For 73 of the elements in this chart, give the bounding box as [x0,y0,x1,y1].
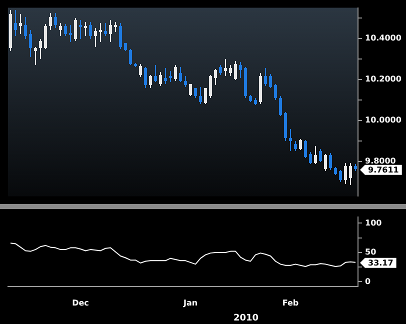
candlestick [149,74,152,88]
candlestick [109,20,112,42]
candlestick [174,64,177,82]
candlestick [24,16,27,40]
x-tick-label: Jan [182,298,198,308]
candlestick [294,140,297,152]
y-tick-label: 0 [365,276,371,286]
y-tick-label: 10.4000 [365,34,402,43]
candlestick [304,140,307,158]
y-tick-label: 50 [365,248,377,257]
candlestick [34,46,37,66]
candlestick [114,22,117,32]
candlestick [204,88,207,104]
y-tick-label: 10.0000 [365,116,402,125]
candlestick [279,96,282,116]
candlestick [299,138,302,150]
candlestick [139,64,142,78]
candlestick [169,70,172,82]
candlestick [179,66,182,82]
candlestick [79,20,82,40]
candlestick [159,72,162,86]
y-tick-label: 9.8000 [365,156,396,166]
candlestick [209,74,212,98]
candlestick [234,60,237,80]
candlestick [14,10,17,36]
candlestick [144,66,147,88]
x-tick-label: Feb [282,298,299,308]
candlestick [119,22,122,50]
candlestick [349,162,352,186]
candlestick [189,84,192,96]
candlestick [154,64,157,82]
candlestick [319,148,322,162]
candlestick [194,88,197,98]
x-tick-label: Dec [72,298,90,308]
candlestick [19,14,22,34]
candlestick [104,22,107,36]
candlestick [99,22,102,42]
y-tick-label: 10.2000 [365,74,402,84]
candlestick [74,18,77,42]
candlestick [224,58,227,76]
candlestick [164,68,167,84]
y-tick-label: 100 [365,218,382,228]
candlestick [339,170,342,182]
candlestick [49,12,52,30]
candlestick [184,76,187,88]
candlestick [344,162,347,184]
candlestick [264,68,267,86]
candlestick [84,22,87,36]
candlestick [54,12,57,28]
candlestick [39,38,42,60]
candlestick [89,22,92,40]
candlestick [329,152,332,170]
candlestick [44,24,47,50]
candlestick [229,64,232,76]
candlestick [199,86,202,104]
candlestick [219,64,222,76]
candlestick [314,146,317,164]
candlestick [324,154,327,172]
candlestick [94,28,97,48]
candlestick [29,30,32,58]
candlestick [214,68,217,86]
candlestick [274,84,277,100]
candlestick [239,62,242,78]
candlestick [64,24,67,36]
text: 9.7611 [368,165,400,174]
candlestick [129,48,132,66]
candlestick [269,74,272,88]
text: 2010 [233,313,259,324]
candlestick [289,128,292,152]
text: 33.17 [368,258,394,268]
candlestick [309,152,312,164]
candlestick [59,22,62,36]
candlestick [69,24,72,42]
